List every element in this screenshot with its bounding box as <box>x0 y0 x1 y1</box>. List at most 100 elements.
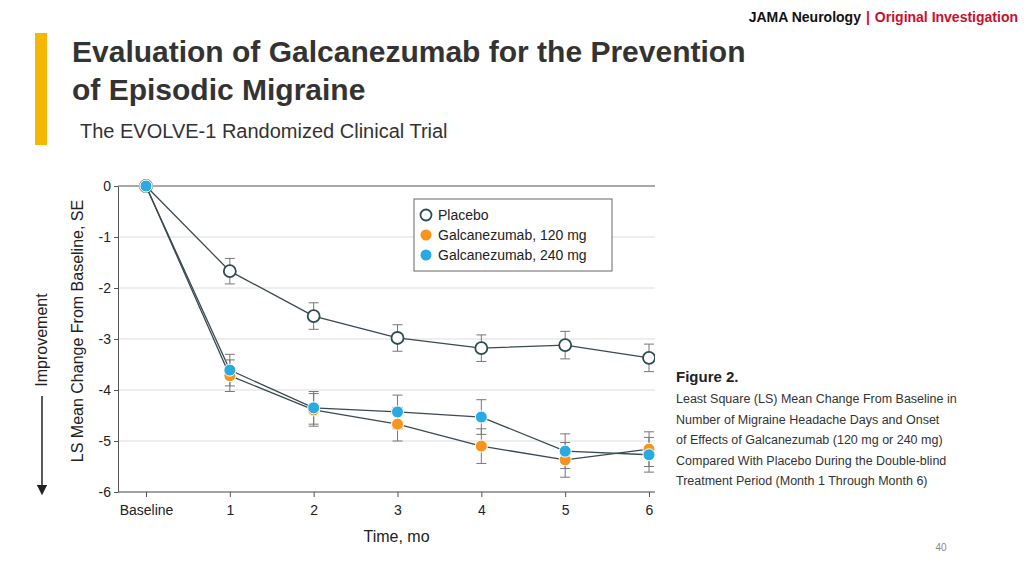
x-tick-mark <box>649 492 650 497</box>
caption-line: Compared With Placebo During the Double-… <box>676 454 946 468</box>
slide: JAMA Neurology | Original Investigation Eva… <box>0 0 1024 576</box>
series-points <box>140 180 655 461</box>
error-bar <box>560 331 570 359</box>
data-point <box>308 402 320 414</box>
grid-line <box>118 339 655 340</box>
legend-swatch <box>421 230 432 241</box>
y-tick-mark <box>114 492 118 493</box>
legend-swatch <box>421 250 432 261</box>
grid-line <box>118 185 655 186</box>
data-point <box>643 352 655 364</box>
caption-line: Treatment Period (Month 1 Through Month … <box>676 474 928 488</box>
error-bar <box>225 258 235 284</box>
x-tick: 4 <box>478 492 486 518</box>
y-tick-label: -1 <box>99 229 112 245</box>
x-tick-label: 3 <box>394 502 402 518</box>
caption-line: Number of Migraine Headache Days and Ons… <box>676 413 940 427</box>
journal: JAMA Neurology <box>749 9 861 25</box>
y-tick: -3 <box>99 331 118 347</box>
y-tick: -4 <box>99 382 118 398</box>
legend-box <box>414 199 612 271</box>
legend-swatch <box>421 210 432 221</box>
error-bar <box>225 354 235 386</box>
caption-heading: Figure 2. <box>676 368 739 385</box>
y-axis: 0 -1 -2 -3 -4 -5 -6 <box>99 178 119 500</box>
separator: | <box>866 9 870 25</box>
annotation-arrow <box>41 396 43 490</box>
plot-marks <box>140 180 655 477</box>
y-tick-label: -6 <box>99 484 112 500</box>
x-tick-mark <box>565 492 566 497</box>
x-tick: 3 <box>394 492 402 518</box>
data-point <box>224 265 236 277</box>
error-bar <box>560 443 570 478</box>
legend: PlaceboGalcanezumab, 120 mgGalcanezumab,… <box>414 199 612 271</box>
x-tick: 5 <box>562 492 570 518</box>
x-tick-label: Baseline <box>120 502 174 518</box>
y-tick: -2 <box>99 280 118 296</box>
page-number: 40 <box>935 542 947 553</box>
y-tick-label: 0 <box>103 178 111 194</box>
x-tick-label: 4 <box>478 502 486 518</box>
error-bar <box>560 434 570 469</box>
y-tick-mark <box>114 339 118 340</box>
title: Evaluation of Galcanezumab for the Preve… <box>72 35 745 68</box>
title: of Episodic Migraine <box>72 73 365 106</box>
y-tick: 0 <box>103 178 118 194</box>
grid-line <box>118 390 655 391</box>
data-point <box>140 180 152 192</box>
y-tick-mark <box>114 237 118 238</box>
y-tick: -6 <box>99 484 118 500</box>
legend-item: Placebo <box>421 207 489 223</box>
error-bars <box>141 186 654 477</box>
error-bars <box>141 186 654 372</box>
y-tick-label: -2 <box>99 280 112 296</box>
grid-line <box>118 441 655 442</box>
title-accent <box>35 33 47 145</box>
error-bar <box>476 400 486 435</box>
data-point <box>140 180 152 192</box>
y-tick-label: -4 <box>99 382 112 398</box>
subtitle: The EVOLVE-1 Randomized Clinical Trial <box>80 120 448 142</box>
error-bar <box>309 303 319 330</box>
grid <box>118 186 655 492</box>
data-point <box>392 332 404 344</box>
data-point <box>559 445 571 457</box>
y-tick-label: -5 <box>99 433 112 449</box>
x-axis: Baseline123456 <box>118 492 655 518</box>
y-tick-mark <box>114 186 118 187</box>
error-bar <box>476 335 486 362</box>
annotation: Improvement <box>33 293 50 387</box>
x-tick-mark <box>398 492 399 497</box>
x-tick: 2 <box>310 492 318 518</box>
legend-label: Galcanezumab, 120 mg <box>438 227 587 243</box>
x-axis-line <box>118 492 655 493</box>
series-points <box>140 180 655 364</box>
legend-item: Galcanezumab, 120 mg <box>421 227 587 243</box>
y-tick-mark <box>114 441 118 442</box>
error-bar <box>644 344 654 372</box>
y-tick-mark <box>114 390 118 391</box>
grid-line <box>118 492 655 493</box>
x-tick: 1 <box>226 492 234 518</box>
data-point <box>475 342 487 354</box>
x-axis-title: Time, mo <box>363 528 429 545</box>
y-tick-mark <box>114 288 118 289</box>
legend-label: Placebo <box>438 207 489 223</box>
x-tick-label: 1 <box>226 502 234 518</box>
x-tick-label: 2 <box>310 502 318 518</box>
data-point <box>559 339 571 351</box>
caption-line: of Effects of Galcanezumab (120 mg or 24… <box>676 433 943 447</box>
data-point <box>643 449 655 461</box>
grid-line <box>118 288 655 289</box>
x-tick-mark <box>146 492 147 497</box>
section: Original Investigation <box>875 9 1018 25</box>
data-point <box>308 310 320 322</box>
x-tick-mark <box>481 492 482 497</box>
y-tick: -5 <box>99 433 118 449</box>
data-point <box>140 180 152 192</box>
x-tick-mark <box>230 492 231 497</box>
data-point <box>392 406 404 418</box>
data-point <box>392 418 404 430</box>
series-line <box>146 186 649 358</box>
